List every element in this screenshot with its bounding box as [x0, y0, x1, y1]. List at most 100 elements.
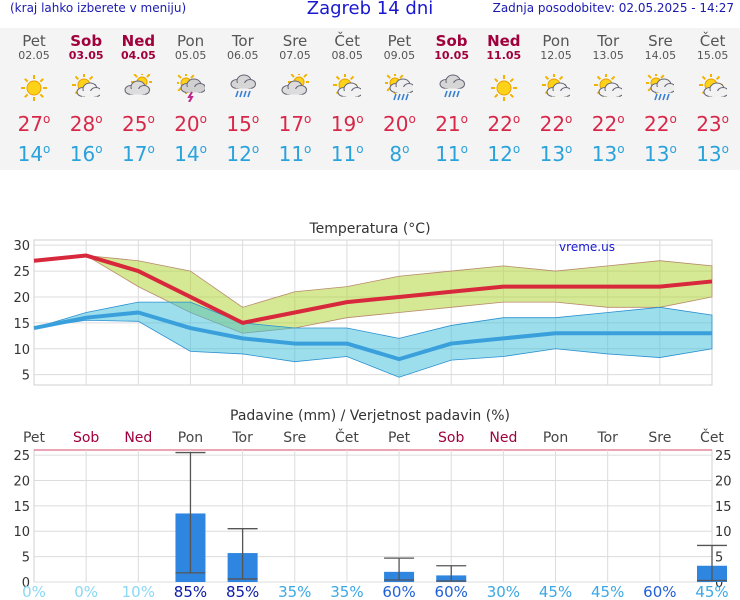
- precip-probability-label: 45%: [539, 583, 572, 600]
- day-column: Ned 11.05 22o 12o: [478, 28, 530, 170]
- sun-rain-icon: [385, 74, 414, 101]
- precip-probability-label: 30%: [487, 583, 520, 600]
- precip-day-label: Čet: [700, 428, 724, 446]
- forecast-strip: Pet 02.05 27o 14o Sob 03.05 28o 16o Ned 04.05 25…: [0, 28, 740, 170]
- day-column: Sre 07.05 17o 11o: [269, 28, 321, 170]
- page-title: Zagreb 14 dni: [306, 0, 434, 19]
- temp-ytick-label: 25: [13, 265, 30, 280]
- day-date: 06.05: [227, 49, 259, 62]
- day-name: Ned: [487, 32, 521, 50]
- day-date: 05.05: [174, 49, 207, 62]
- day-column: Pon 12.05 22o 13o: [530, 28, 582, 170]
- temp-min: 13o: [591, 142, 625, 166]
- day-column: Sob 03.05 28o 16o: [60, 28, 112, 170]
- day-name: Pon: [542, 32, 570, 50]
- day-column: Pet 09.05 20o 8o: [373, 28, 425, 170]
- temp-min: 8o: [389, 142, 410, 166]
- charts: 5 10 15 20 25 30 Temperatura (°C) vreme.us Padav…: [13, 221, 732, 600]
- temp-chart-title: Temperatura (°C): [308, 221, 430, 237]
- day-date: 09.05: [383, 49, 416, 62]
- sun-rain-icon: [646, 74, 675, 101]
- temp-min: 12o: [487, 142, 521, 166]
- day-name: Tor: [231, 32, 254, 50]
- top-bar: (kraj lahko izberete v meniju) Zagreb 14…: [0, 0, 740, 20]
- day-date: 07.05: [279, 49, 311, 62]
- day-column: Tor 13.05 22o 13o: [582, 28, 634, 170]
- precip-day-label: Čet: [335, 428, 359, 446]
- day-column: Čet 15.05 23o 13o: [687, 28, 739, 170]
- sun-cloud-icon: [333, 74, 362, 97]
- day-column: Tor 06.05 15o 12o: [217, 28, 269, 170]
- precip-day-label: Sob: [438, 430, 464, 446]
- precip-probability-label: 45%: [591, 583, 624, 600]
- day-name: Sre: [648, 32, 673, 50]
- day-date: 15.05: [696, 49, 729, 62]
- day-name: Sob: [435, 32, 468, 50]
- day-date: 12.05: [540, 49, 572, 62]
- precip-probability-label: 60%: [643, 583, 676, 600]
- precip-ytick-label-left: 0: [22, 576, 30, 591]
- precip-ytick-label-right: 5: [715, 551, 723, 566]
- precip-day-label: Sre: [283, 430, 306, 446]
- rain-icon: [230, 74, 256, 98]
- precip-day-label: Tor: [231, 430, 253, 446]
- precip-ytick-label-left: 25: [13, 449, 30, 464]
- precip-chart-title: Padavine (mm) / Verjetnost padavin (%): [230, 408, 510, 424]
- precip-probability-label: 10%: [122, 583, 155, 600]
- day-date: 14.05: [644, 49, 677, 62]
- sun-cloud-icon: [594, 74, 623, 97]
- tmax-line: [33, 253, 713, 325]
- day-column: Sre 14.05 22o 13o: [634, 28, 686, 170]
- precip-day-label: Pon: [543, 430, 568, 446]
- precip-ytick-label-left: 10: [13, 525, 30, 540]
- temp-max: 20o: [174, 112, 207, 136]
- day-name: Tor: [597, 32, 620, 50]
- temp-min: 14o: [17, 142, 51, 166]
- temp-max: 15o: [226, 112, 260, 136]
- day-name: Ned: [121, 32, 156, 50]
- sun-icon: [21, 75, 47, 101]
- day-column: Čet 08.05 19o 11o: [321, 28, 373, 170]
- precip-ytick-label-right: 15: [715, 500, 732, 515]
- sun-icon: [490, 75, 517, 101]
- day-column: Ned 04.05 25o 17o: [112, 28, 164, 170]
- precip-ytick-label-left: 15: [13, 500, 30, 515]
- precip-ytick-label-left: 20: [13, 474, 30, 489]
- precip-probability-label: 60%: [382, 583, 415, 600]
- precip-day-label: Pet: [23, 430, 46, 446]
- precip-day-label: Ned: [124, 430, 152, 446]
- precip-day-label: Sob: [73, 430, 99, 446]
- temp-min: 11o: [278, 142, 312, 166]
- precip-day-label: Tor: [596, 430, 618, 446]
- sun-cloud-icon: [72, 74, 101, 97]
- day-date: 03.05: [68, 49, 104, 62]
- precip-probability-label: 0%: [22, 583, 46, 600]
- day-date: 02.05: [18, 49, 50, 62]
- thunderstorm-icon: [176, 74, 205, 102]
- temp-max: 23o: [696, 112, 729, 136]
- day-name: Pet: [22, 32, 46, 50]
- precip-probability-label: 85%: [174, 583, 207, 600]
- temp-min: 13o: [696, 142, 729, 166]
- precip-probability-label: 45%: [695, 583, 728, 600]
- cloud-sun-icon: [281, 74, 309, 95]
- precip-day-label: Ned: [489, 430, 517, 446]
- temp-ytick-label: 15: [13, 317, 30, 332]
- temp-min: 11o: [330, 142, 364, 166]
- precip-day-label: Pon: [178, 430, 203, 446]
- chart-watermark: vreme.us: [559, 240, 615, 254]
- temp-max: 19o: [330, 112, 364, 136]
- sun-cloud-icon: [542, 74, 570, 97]
- temp-max: 28o: [69, 112, 103, 136]
- temp-min: 16o: [69, 142, 103, 166]
- day-name: Čet: [699, 32, 726, 50]
- precip-ytick-label-right: 10: [715, 525, 732, 540]
- temp-max: 22o: [539, 112, 573, 136]
- temp-ytick-label: 10: [13, 343, 30, 358]
- temp-ytick-label: 20: [13, 291, 30, 306]
- sun-cloud-icon: [698, 74, 727, 97]
- tmin-line: [33, 310, 712, 362]
- day-date: 11.05: [486, 49, 522, 62]
- day-name: Čet: [334, 32, 360, 50]
- day-column: Pon 05.05 20o 14o: [165, 28, 217, 170]
